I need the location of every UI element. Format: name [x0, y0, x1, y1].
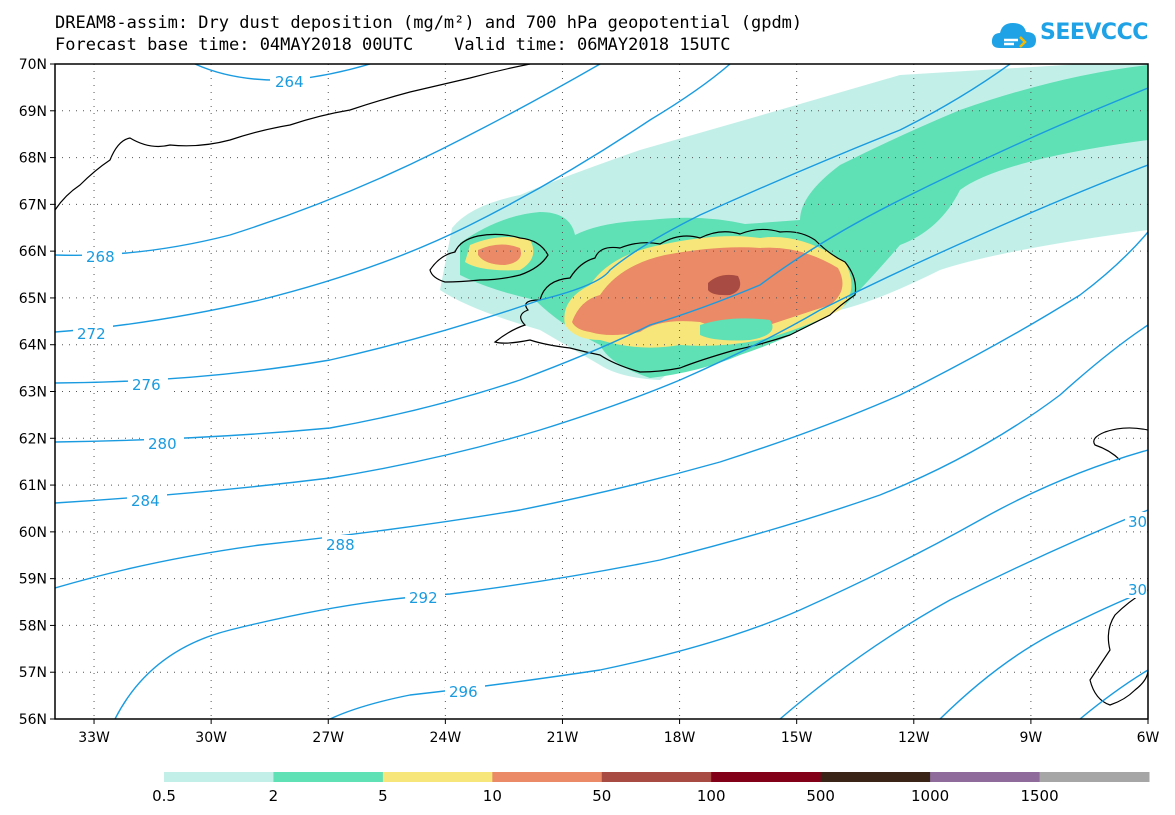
dust-level-50: [708, 274, 741, 296]
title-line-1: DREAM8-assim: Dry dust deposition (mg/m²…: [55, 13, 803, 33]
contour-label: 264: [275, 73, 304, 91]
colorbar-swatch: [273, 772, 384, 782]
lon-label: 30W: [195, 730, 227, 746]
seevccc-logo: SEEVCCC: [990, 18, 1148, 54]
contour-308: [1079, 669, 1148, 719]
colorbar-label: 100: [697, 787, 726, 805]
contour-296: [329, 449, 1148, 719]
contour-label: 280: [148, 435, 177, 453]
colorbar-label: 1000: [911, 787, 949, 805]
lat-label: 67N: [19, 197, 47, 213]
colorbar-label: 50: [592, 787, 611, 805]
colorbar-swatch: [164, 772, 274, 782]
contour-276: [55, 64, 1011, 384]
colorbar-swatch: [711, 772, 822, 782]
lat-label: 70N: [19, 57, 47, 73]
dust-level-2-interior: [700, 318, 773, 341]
contour-labels: 264 268 272 276 280 284 288 292 296 30 3…: [73, 72, 1147, 701]
title-line-2: Forecast base time: 04MAY2018 00UTC Vali…: [55, 35, 731, 55]
lat-label: 63N: [19, 385, 47, 401]
colorbar: 0.5 2 5 10 50 100 500 1000 1500: [152, 772, 1150, 805]
lon-label: 18W: [664, 730, 696, 746]
contour-272: [55, 64, 731, 333]
lat-label: 58N: [19, 618, 47, 634]
contour-label: 292: [409, 589, 438, 607]
logo-text: SEEVCCC: [1040, 20, 1148, 45]
dust-deposition-field: [440, 64, 1148, 380]
gridlines: [55, 64, 1148, 719]
contour-268: [55, 64, 601, 257]
contour-label: 268: [86, 248, 115, 266]
lon-label: 6W: [1137, 730, 1160, 746]
greenland-coastline: [55, 64, 531, 211]
map-title: DREAM8-assim: Dry dust deposition (mg/m²…: [55, 12, 802, 56]
contour-label: 30: [1128, 513, 1147, 531]
lat-label: 62N: [19, 431, 47, 447]
colorbar-swatch: [382, 772, 493, 782]
lat-label: 60N: [19, 525, 47, 541]
contour-label: 288: [326, 536, 355, 554]
colorbar-swatch: [930, 772, 1041, 782]
lon-label: 33W: [78, 730, 110, 746]
norway-coastline: [1089, 427, 1148, 706]
lat-label: 69N: [19, 104, 47, 120]
dust-level-10: [478, 244, 843, 335]
lat-label: 61N: [19, 478, 47, 494]
colorbar-swatch: [1039, 772, 1150, 782]
contour-label: 276: [132, 376, 161, 394]
contour-284: [55, 164, 1148, 504]
contour-304: [939, 589, 1148, 719]
contour-label: 272: [77, 325, 106, 343]
colorbar-label: 500: [806, 787, 835, 805]
lon-label: 21W: [547, 730, 579, 746]
lon-label: 15W: [781, 730, 813, 746]
lon-label: 24W: [430, 730, 462, 746]
lat-label: 56N: [19, 712, 47, 728]
contour-label: 284: [131, 492, 160, 510]
lat-label: 65N: [19, 291, 47, 307]
westfjords-coastline: [429, 233, 549, 283]
cloud-icon: [991, 23, 1036, 48]
lat-label: 66N: [19, 244, 47, 260]
contour-label: 296: [449, 683, 478, 701]
lon-label: 9W: [1020, 730, 1043, 746]
lon-label: 27W: [312, 730, 344, 746]
colorbar-swatch: [601, 772, 712, 782]
lat-label: 59N: [19, 572, 47, 588]
map-axes: 70N 69N 68N 67N 66N 65N 64N 63N 62N 61N 60N 59N 58N 5…: [19, 57, 1160, 746]
lon-label: 12W: [898, 730, 930, 746]
contour-label: 30: [1128, 581, 1147, 599]
colorbar-swatch: [820, 772, 931, 782]
contour-300: [779, 509, 1148, 719]
lat-label: 57N: [19, 665, 47, 681]
colorbar-label: 0.5: [152, 787, 176, 805]
geopotential-contours: [55, 64, 1148, 719]
colorbar-label: 10: [483, 787, 502, 805]
colorbar-swatch: [492, 772, 603, 782]
contour-292: [114, 324, 1148, 719]
colorbar-label: 5: [378, 787, 388, 805]
lat-label: 68N: [19, 151, 47, 167]
colorbar-label: 2: [269, 787, 279, 805]
contour-280: [55, 87, 1148, 443]
lat-label: 64N: [19, 338, 47, 354]
colorbar-label: 1500: [1020, 787, 1058, 805]
contour-288: [55, 231, 1148, 589]
